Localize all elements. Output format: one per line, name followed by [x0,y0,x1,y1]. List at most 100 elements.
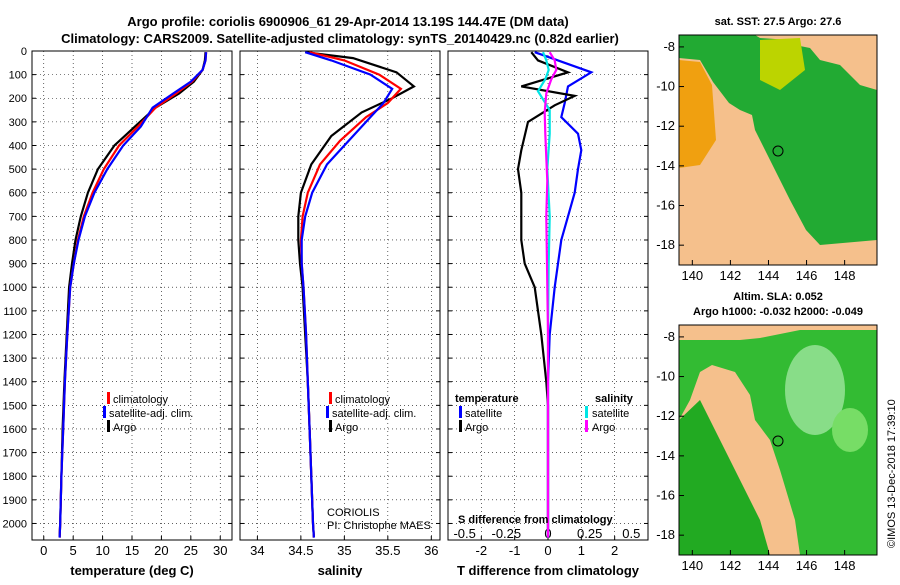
salinity-legend: climatology satellite-adj. clim. Argo CO… [326,392,431,532]
top-tick-label: 0.5 [622,526,640,541]
institution-note: CORIOLIS [327,507,380,519]
depth-tick-label: 1300 [3,353,27,365]
series-line-temp-climatology [58,52,208,538]
depth-tick-label: 1800 [3,471,27,483]
series-line-diff-salinity-satellite [536,51,551,538]
depth-tick-label: 1900 [3,495,27,507]
x-tick-label: 0 [40,543,47,558]
sst-map-title: sat. SST: 27.5 Argo: 27.6 [715,16,842,28]
profile-series [58,51,594,538]
lon-tick-label: 142 [720,558,742,573]
legend-mark-temp-satellite [459,406,462,418]
x-tick-label: -2 [476,543,488,558]
x-tick-label: -1 [509,543,521,558]
lat-tick-label: -8 [663,329,675,344]
legend-text-sal-argo: Argo [592,422,615,434]
depth-tick-label: 1400 [3,377,27,389]
series-line-diff-temperature-argo [516,51,579,538]
legend-text-satellite: satellite-adj. clim. [109,408,193,420]
sla-map-title-line2: Argo h1000: -0.032 h2000: -0.049 [693,306,863,318]
lat-tick-label: -16 [656,488,675,503]
x-tick-label: 30 [213,543,227,558]
legend-text-argo: Argo [113,422,136,434]
depth-tick-label: 1100 [3,306,27,318]
top-tick-label: -0.5 [453,526,475,541]
lon-tick-label: 148 [834,268,856,283]
sst-map-ticks: -8 -10 -12 -14 -16 -18 140 142 144 146 148 [656,39,855,283]
salinity-difference-title: S difference from climatology [458,514,614,526]
sla-map-high-anomaly [785,345,845,435]
depth-tick-label: 700 [9,211,27,223]
series-line-sal-climatology [299,51,403,538]
salinity-panel-frame [239,50,441,541]
legend-text-satellite: satellite-adj. clim. [332,408,416,420]
sst-map-warm-area [679,60,716,168]
lon-tick-label: 144 [758,268,780,283]
depth-tick-label: 1500 [3,400,27,412]
legend-mark-climatology [329,392,332,404]
figure-title-line1: Argo profile: coriolis 6900906_61 29-Apr… [127,14,568,29]
x-tick-label: 35 [337,543,351,558]
x-tick-label: 34.5 [288,543,313,558]
depth-tick-label: 900 [9,259,27,271]
depth-tick-label: 500 [9,164,27,176]
lon-tick-label: 144 [758,558,780,573]
series-line-sal-satellite-adj-clim- [300,51,394,538]
x-tick-label: 5 [70,543,77,558]
panel-grids [32,50,648,540]
imos-watermark: ©IMOS 13-Dec-2018 17:39:10 [886,399,898,548]
legend-mark-argo [107,420,110,432]
pi-note: PI: Christophe MAES [327,520,431,532]
depth-tick-label: 600 [9,188,27,200]
sla-map-title-line1: Altim. SLA: 0.052 [733,291,823,303]
depth-axis: 0 100 200 300 400 500 600 700 800 900 1000 1100 1200… [3,46,27,530]
depth-tick-label: 1200 [3,329,27,341]
series-line-temp-argo [58,52,207,538]
lat-tick-label: -12 [656,408,675,423]
x-tick-label: 10 [95,543,109,558]
legend-text-argo: Argo [335,422,358,434]
legend-title-salinity: salinity [595,393,634,405]
argo-position-marker [772,435,784,447]
sst-map-warm-patch [760,38,805,90]
series-line-diff-temperature-satellite [534,51,594,538]
lat-tick-label: -18 [656,527,675,542]
sla-map: Altim. SLA: 0.052 Argo h1000: -0.032 h20… [656,291,878,573]
legend-mark-sal-argo [585,420,588,432]
argo-position-marker [772,145,784,157]
temperature-xlabel: temperature (deg C) [70,563,194,578]
x-tick-label: 35.5 [375,543,400,558]
top-tick-label: 0.25 [577,526,602,541]
series-line-diff-salinity-argo [543,51,558,538]
temperature-legend: climatology satellite-adj. clim. Argo [103,392,193,434]
x-tick-label: 25 [184,543,198,558]
sla-map-high-anomaly-2 [832,408,868,452]
legend-mark-satellite [326,406,329,418]
x-tick-label: 34 [250,543,264,558]
legend-text-temp-argo: Argo [465,422,488,434]
x-tick-labels: 0 5 10 15 20 25 30 34 34.5 35 35.5 36 -2 -1 0 1 2 -0.5 -0.… [40,526,640,558]
depth-tick-label: 1000 [3,282,27,294]
x-tick-label: 0 [544,543,551,558]
lon-tick-label: 146 [796,558,818,573]
lat-tick-label: -14 [656,158,675,173]
lon-tick-label: 146 [796,268,818,283]
lon-tick-label: 140 [681,558,703,573]
x-tick-label: 36 [424,543,438,558]
difference-legend: temperature satellite Argo salinity sate… [455,393,634,526]
lat-tick-label: -14 [656,448,675,463]
sla-map-frame [678,324,878,556]
legend-title-temperature: temperature [455,393,519,405]
x-tick-label: 2 [611,543,618,558]
legend-mark-argo [329,420,332,432]
salinity-xlabel: salinity [318,563,364,578]
sst-map: sat. SST: 27.5 Argo: 27.6 -8 -10 -12 -14 -16… [656,16,878,283]
legend-mark-sal-satellite [585,406,588,418]
lat-tick-label: -10 [656,369,675,384]
figure-title-line2: Climatology: CARS2009. Satellite-adjuste… [61,31,619,46]
legend-mark-climatology [107,392,110,404]
sla-map-water-west [679,400,770,555]
depth-tick-label: 400 [9,140,27,152]
lat-tick-label: -10 [656,79,675,94]
